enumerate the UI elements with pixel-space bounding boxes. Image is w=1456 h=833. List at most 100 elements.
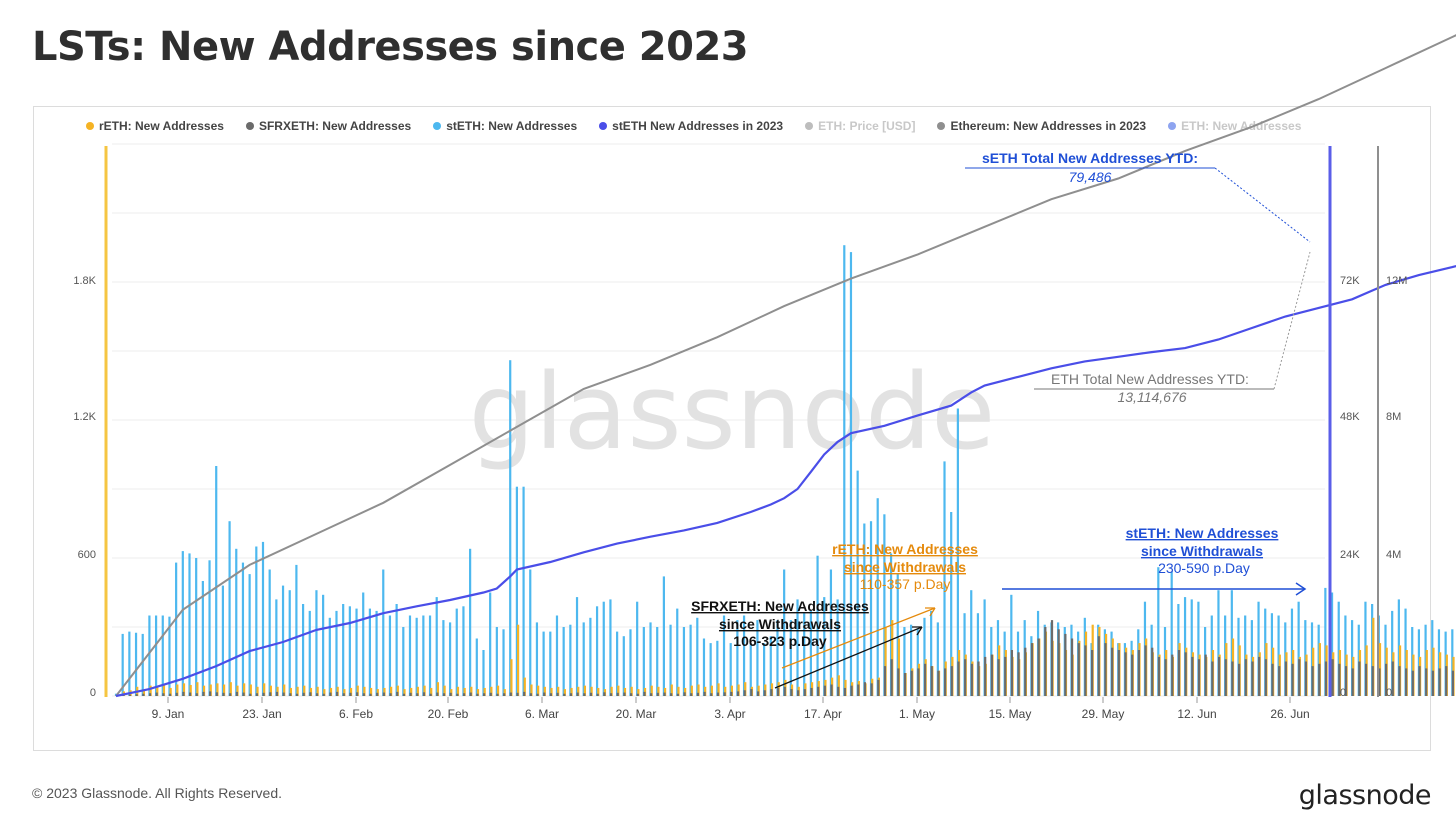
y-right-tick: 48K <box>1340 411 1360 423</box>
sfrxeth-bar <box>663 692 666 696</box>
steth-bar <box>368 608 371 696</box>
steth-bar <box>315 590 318 696</box>
steth-bar <box>609 599 612 696</box>
steth-bar <box>642 627 645 696</box>
sfrxeth-bar <box>1384 663 1388 696</box>
steth-bar <box>1417 629 1421 696</box>
sfrxeth-bar <box>1131 654 1134 696</box>
legend-item[interactable]: rETH: New Addresses <box>86 118 224 134</box>
steth-ann-line2: since Withdrawals <box>1141 543 1263 559</box>
sfrxeth-bar <box>603 692 606 696</box>
sfrxeth-daily-bars <box>115 620 1455 696</box>
reth-bar <box>269 685 272 696</box>
sfrxeth-bar <box>1204 654 1207 696</box>
steth-bar <box>415 617 418 696</box>
sfrxeth-bar <box>1064 633 1067 696</box>
sfrxeth-bar <box>1391 661 1394 696</box>
steth-bar <box>1397 599 1400 696</box>
y-right-tick: 0 <box>1340 687 1346 699</box>
steth-bar <box>736 620 739 696</box>
reth-bar <box>483 687 486 696</box>
steth-bar <box>1350 620 1354 696</box>
legend-item[interactable]: stETH New Addresses in 2023 <box>599 118 783 134</box>
sfrxeth-bar <box>1331 659 1334 696</box>
sfrxeth-bar <box>616 692 619 696</box>
annotations: sETH Total New Addresses YTD: 79,486 ETH T… <box>691 150 1311 689</box>
sfrxeth-bar <box>289 693 292 696</box>
sfrxeth-bar <box>249 693 252 696</box>
legend-label: stETH New Addresses in 2023 <box>612 119 784 133</box>
steth-bar <box>148 615 151 696</box>
steth-bar <box>181 551 184 696</box>
sfrxeth-bar <box>309 692 312 696</box>
steth-bar <box>910 624 913 696</box>
x-tick-label: 9. Jan <box>152 707 185 721</box>
y-right2-tick: 4M <box>1386 549 1401 561</box>
legend-item[interactable]: stETH: New Addresses <box>433 118 577 134</box>
steth-bar <box>188 553 191 696</box>
sfrxeth-bar <box>1378 668 1381 696</box>
sfrxeth-bar <box>1425 668 1428 696</box>
reth-bar <box>663 687 667 696</box>
reth-bar <box>423 685 426 696</box>
reth-bar <box>757 685 760 696</box>
legend-item[interactable]: Ethereum: New Addresses in 2023 <box>937 118 1146 134</box>
legend-item[interactable]: ETH: New Addresses <box>1168 118 1301 134</box>
sfrxeth-bar <box>643 691 646 696</box>
steth-bar <box>869 521 873 696</box>
sfrxeth-bar <box>1177 650 1181 696</box>
sfrxeth-bar <box>1057 629 1060 696</box>
eth-total-value: 13,114,676 <box>1117 389 1186 405</box>
ethereum-cumulative-line <box>115 34 1456 697</box>
steth-bar <box>128 631 131 696</box>
sfrxeth-bar <box>1017 652 1020 696</box>
reth-bar <box>169 687 172 696</box>
reth-bar <box>309 687 313 696</box>
legend-dot-icon <box>433 122 442 130</box>
sfrxeth-bar <box>1411 670 1414 696</box>
steth-bar <box>636 601 639 696</box>
steth-bar <box>903 627 906 696</box>
sfrxeth-bar <box>543 692 546 696</box>
steth-bar <box>996 620 1000 696</box>
sfrxeth-bar <box>1451 670 1455 696</box>
steth-bar <box>355 608 358 696</box>
sfrxeth-bar <box>1304 661 1308 696</box>
sfrxeth-bar <box>1318 663 1321 696</box>
steth-bar <box>689 624 692 696</box>
reth-bar <box>657 686 660 696</box>
reth-bar <box>456 686 460 696</box>
sfrxeth-bar <box>275 691 279 696</box>
steth-bar <box>656 627 659 696</box>
steth-bar <box>950 512 953 696</box>
sfrxeth-bar <box>1084 645 1087 696</box>
sfrxeth-bar <box>549 693 553 696</box>
sfrxeth-bar <box>262 692 265 696</box>
reth-bar <box>142 689 146 696</box>
legend-label: ETH: New Addresses <box>1181 119 1302 133</box>
sfrxeth-bar <box>756 691 760 696</box>
steth-bar <box>676 608 679 696</box>
steth-bar <box>1230 590 1233 696</box>
steth-bar <box>1357 624 1360 696</box>
sfrxeth-bar <box>1438 668 1441 696</box>
steth-bar <box>1257 601 1260 696</box>
sfrxeth-bar <box>843 687 846 696</box>
legend-label: SFRXETH: New Addresses <box>258 119 412 133</box>
steth-bar <box>582 622 585 696</box>
steth-bar <box>983 599 986 696</box>
sfrxeth-bar <box>830 684 833 696</box>
sfrxeth-bar <box>1030 643 1034 696</box>
legend-item[interactable]: ETH: Price [USD] <box>805 118 915 134</box>
steth-bar <box>248 574 251 696</box>
sfrxeth-bar <box>776 687 780 696</box>
sfrxeth-bar <box>168 693 172 696</box>
sfrxeth-bar <box>903 673 907 696</box>
reth-bar <box>249 684 252 696</box>
steth-bar <box>261 541 265 696</box>
sfrxeth-bar <box>763 690 766 696</box>
reth-bar <box>650 685 653 696</box>
steth-bar <box>649 622 652 696</box>
legend-item[interactable]: SFRXETH: New Addresses <box>245 118 412 134</box>
steth-bar <box>1190 599 1193 696</box>
